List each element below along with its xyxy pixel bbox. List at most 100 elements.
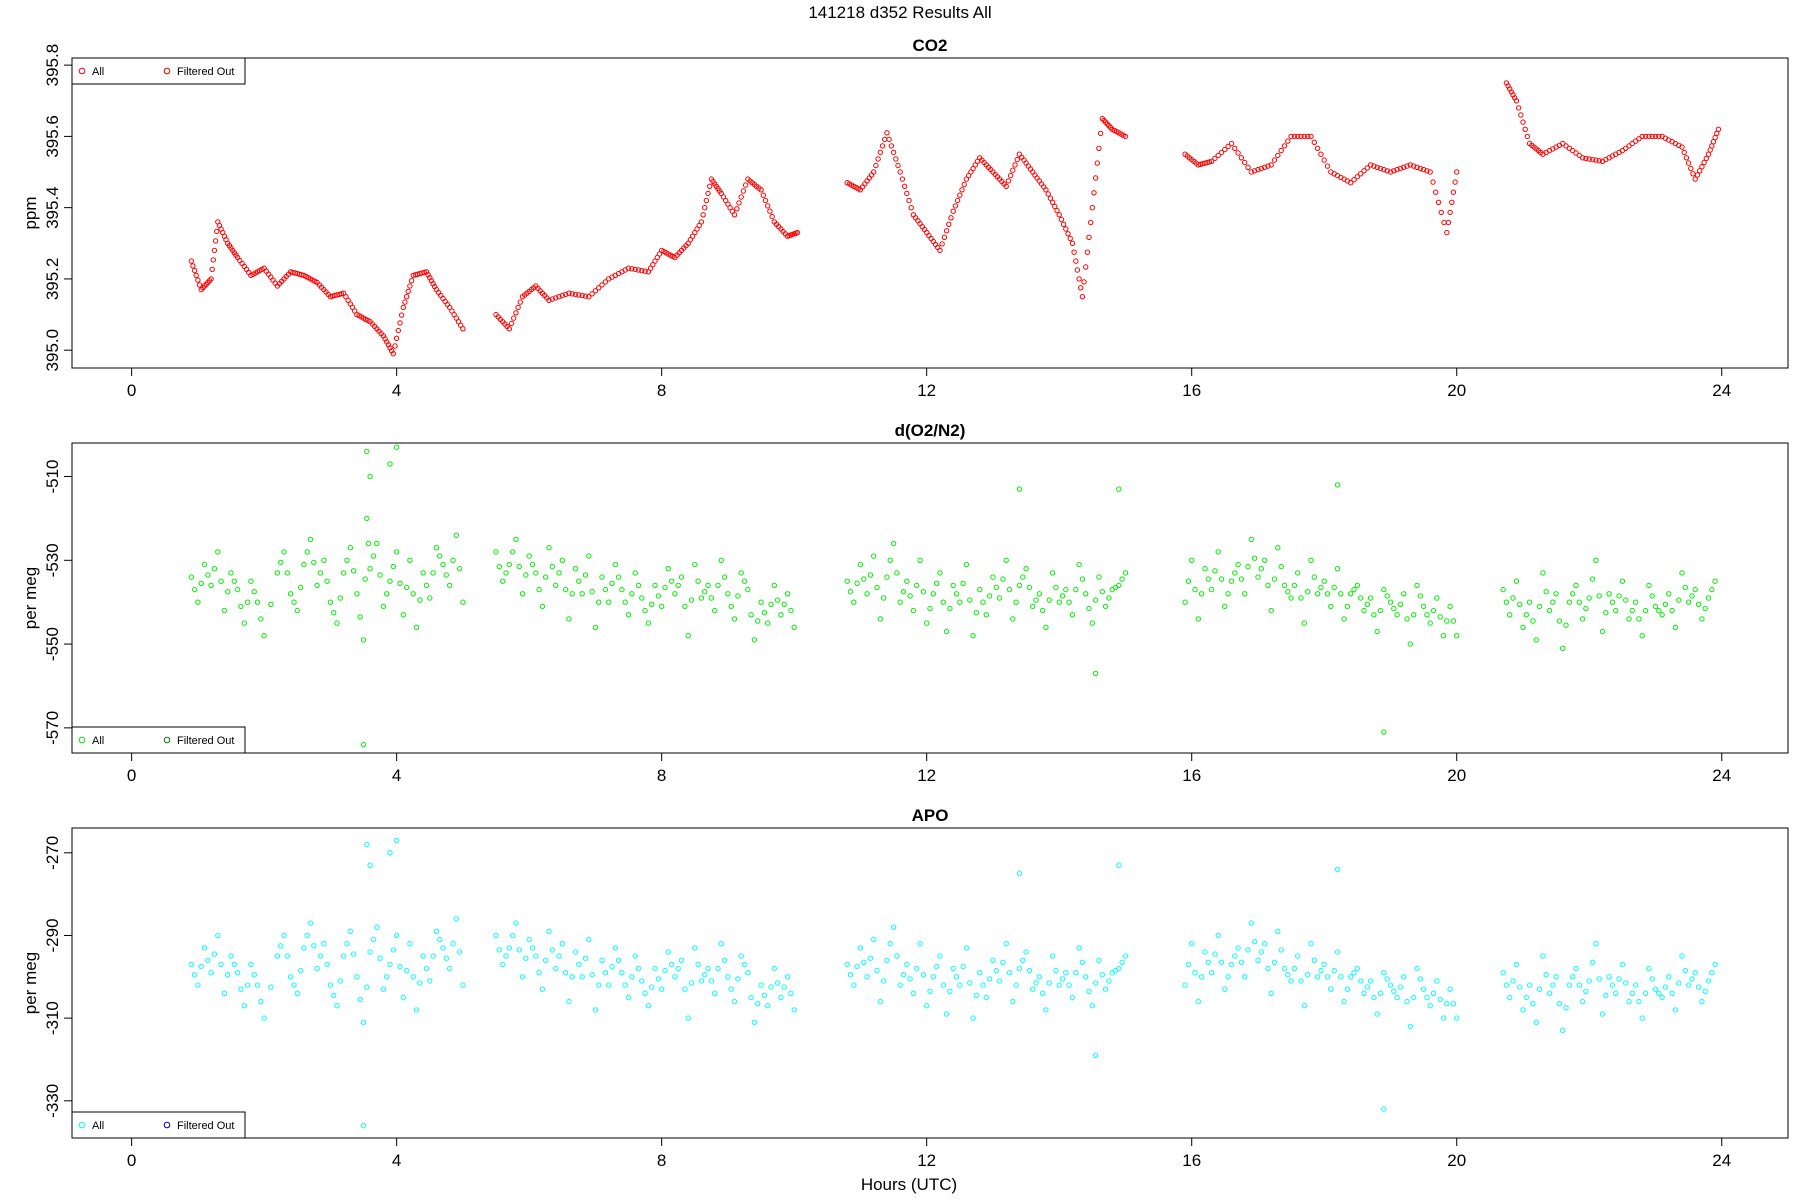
data-point <box>191 972 198 978</box>
data-point <box>712 607 718 614</box>
data-point <box>579 292 585 299</box>
data-point <box>397 320 403 326</box>
data-point <box>1010 167 1016 173</box>
data-point <box>291 599 297 605</box>
data-point <box>707 183 713 190</box>
data-point <box>973 610 980 616</box>
data-point <box>261 1015 267 1021</box>
data-point <box>943 228 950 234</box>
data-point <box>1570 974 1576 980</box>
data-point <box>1513 98 1520 104</box>
data-point <box>214 228 220 235</box>
data-point <box>1242 159 1248 166</box>
data-point <box>400 612 406 618</box>
data-point <box>1685 982 1692 988</box>
data-point <box>589 972 595 978</box>
data-point <box>725 591 731 597</box>
data-point <box>301 561 307 568</box>
data-point <box>523 572 529 578</box>
data-point <box>1033 980 1039 986</box>
data-point <box>1414 582 1420 589</box>
data-point <box>1391 988 1397 994</box>
data-point <box>1182 982 1188 988</box>
data-point <box>460 326 466 332</box>
data-point <box>1550 599 1556 605</box>
data-point <box>1520 1007 1526 1013</box>
data-point <box>927 988 933 994</box>
data-point <box>397 580 403 586</box>
data-point <box>884 957 890 963</box>
y-axis-label: per meg <box>21 952 40 1014</box>
data-point <box>188 574 195 580</box>
data-point <box>1709 970 1715 976</box>
data-point <box>1523 994 1530 1001</box>
data-point <box>1679 953 1685 959</box>
data-point <box>635 965 642 972</box>
data-point <box>755 1001 761 1007</box>
data-point <box>291 982 297 988</box>
data-point <box>1235 945 1241 951</box>
data-point <box>751 1019 758 1025</box>
data-point <box>1411 612 1417 618</box>
data-point <box>1440 1015 1447 1021</box>
data-point <box>602 970 609 976</box>
data-point <box>1666 591 1672 597</box>
legend-marker <box>163 736 171 744</box>
data-point <box>1334 566 1341 572</box>
data-point <box>645 1003 652 1009</box>
data-point <box>456 566 463 572</box>
data-point <box>1016 965 1023 972</box>
data-point <box>572 291 579 298</box>
data-point <box>1530 1001 1536 1007</box>
data-point <box>1642 133 1649 140</box>
data-point <box>1089 1003 1096 1009</box>
data-point <box>895 162 901 169</box>
data-point <box>1097 130 1104 137</box>
data-point <box>1298 978 1304 984</box>
data-point <box>784 974 791 980</box>
data-point <box>367 566 373 572</box>
data-point <box>592 288 599 294</box>
data-point <box>844 961 850 968</box>
data-point <box>1682 584 1689 591</box>
data-point <box>767 208 773 214</box>
data-point <box>1116 582 1122 589</box>
data-points <box>188 837 1718 1129</box>
data-point <box>1007 172 1014 179</box>
data-point <box>317 570 324 576</box>
data-point <box>904 961 910 968</box>
data-point <box>228 953 234 959</box>
data-point <box>294 607 300 614</box>
data-point <box>387 461 393 467</box>
data-point <box>1265 163 1271 169</box>
data-point <box>1324 974 1331 980</box>
data-point <box>1384 593 1390 599</box>
data-point <box>1652 986 1659 992</box>
data-point <box>211 247 218 254</box>
data-point <box>1049 953 1056 959</box>
data-point <box>400 304 406 311</box>
data-point <box>888 143 895 149</box>
data-point <box>894 953 900 959</box>
legend: All Filtered Out <box>71 1111 246 1139</box>
legend-marker <box>78 67 86 75</box>
data-point <box>211 566 218 572</box>
data-point <box>1414 965 1420 972</box>
data-point <box>1589 959 1596 965</box>
x-tick-label: 4 <box>392 381 401 400</box>
data-point <box>195 277 201 283</box>
data-point <box>1701 159 1707 166</box>
data-point <box>1553 974 1559 980</box>
data-point <box>1626 998 1632 1005</box>
data-point <box>299 272 305 278</box>
data-point <box>1507 612 1513 618</box>
data-point <box>1344 986 1351 992</box>
x-tick-label: 8 <box>657 766 666 785</box>
data-point <box>920 972 927 978</box>
data-point <box>1341 998 1347 1005</box>
data-point <box>1579 616 1586 622</box>
data-point <box>1251 939 1258 945</box>
data-point <box>1593 941 1599 947</box>
data-point <box>402 299 408 305</box>
data-point <box>917 941 923 947</box>
